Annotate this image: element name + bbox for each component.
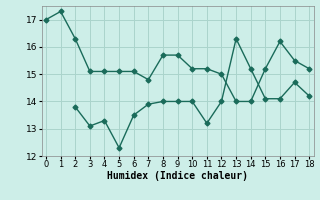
X-axis label: Humidex (Indice chaleur): Humidex (Indice chaleur) (107, 171, 248, 181)
